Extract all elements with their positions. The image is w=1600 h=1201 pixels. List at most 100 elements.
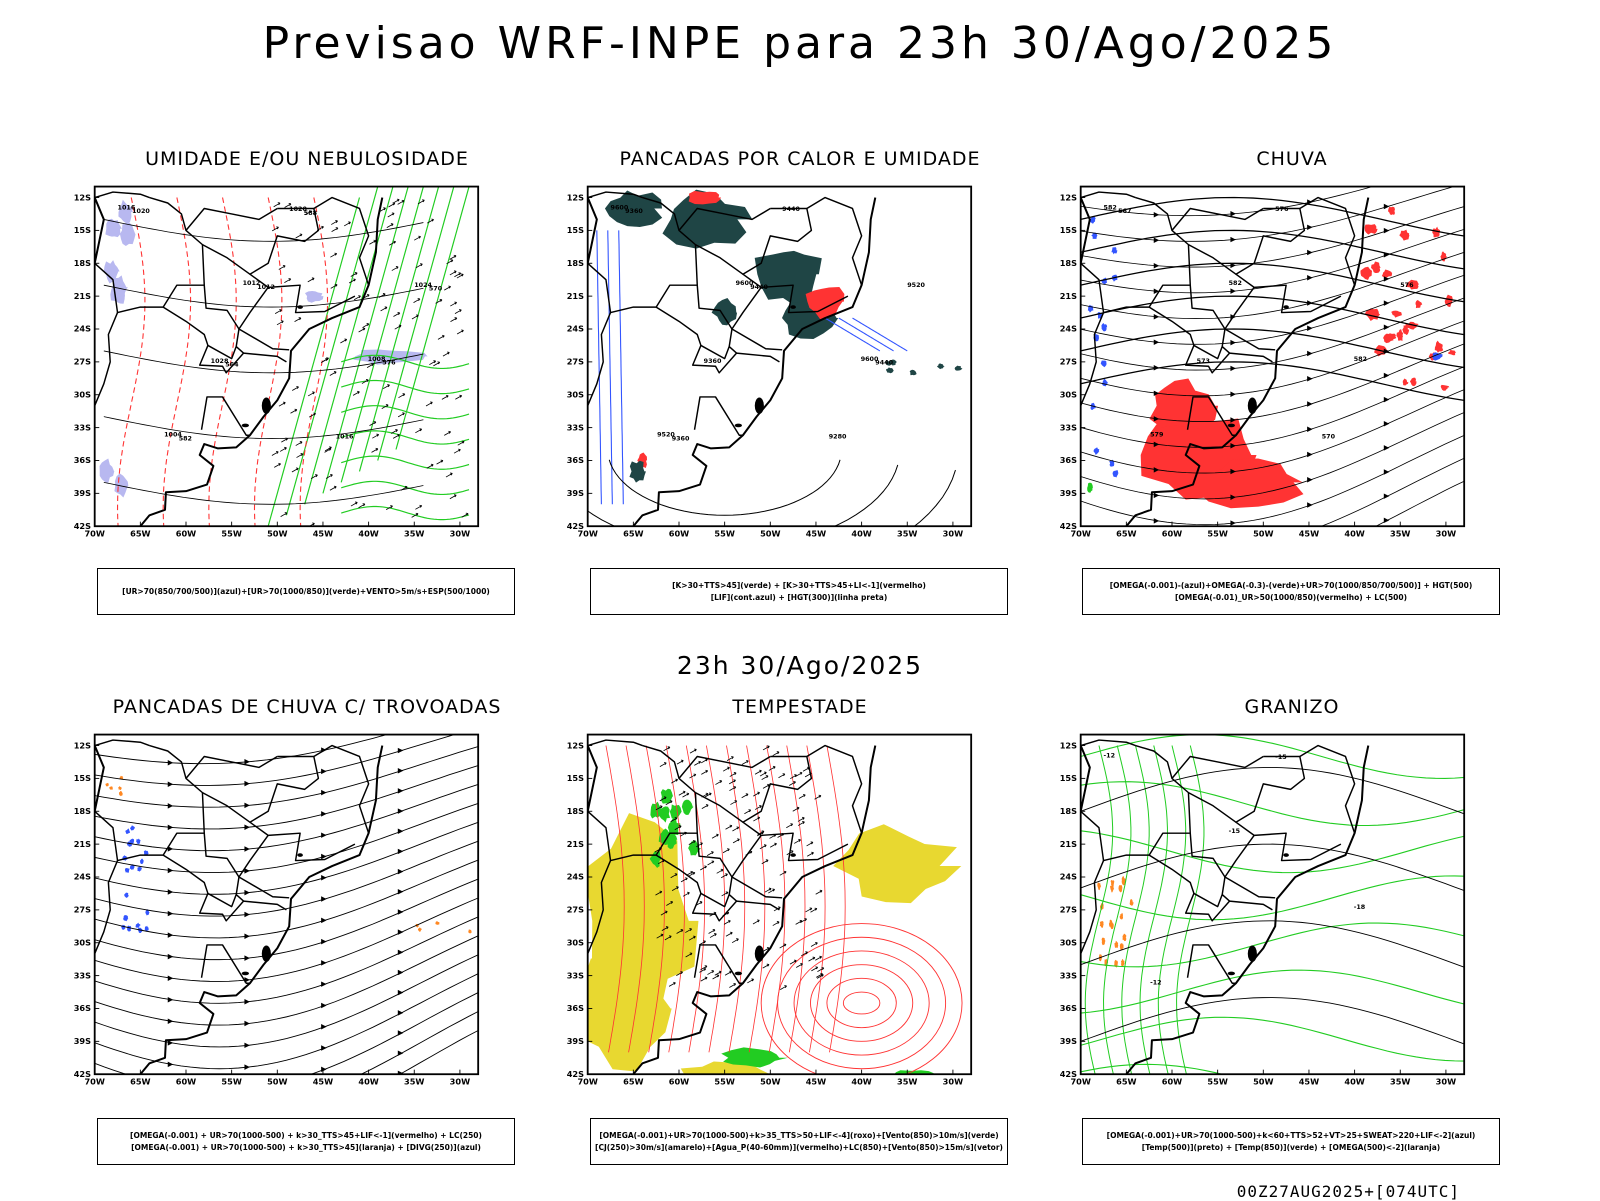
contour-label: 9440 xyxy=(782,205,800,213)
wind-vector xyxy=(729,982,737,988)
border-line xyxy=(742,207,849,314)
wind-vector xyxy=(806,841,814,847)
lat-tick-label: 18S xyxy=(74,806,91,816)
streamline xyxy=(1374,480,1465,527)
lat-tick-label: 30S xyxy=(567,937,584,947)
map-canvas: 1016101210081004102010241028101610201012… xyxy=(74,185,480,538)
strong-wind-area xyxy=(669,804,682,819)
streamline xyxy=(94,916,479,1004)
contour-label: -12 xyxy=(1150,979,1162,987)
contour-label: 9600 xyxy=(736,279,754,287)
humidity-low-level-contour xyxy=(358,186,440,472)
flow-arrow xyxy=(1307,401,1313,407)
wind-vector xyxy=(780,985,787,990)
flow-arrow xyxy=(167,803,174,809)
wind-vector xyxy=(415,428,423,434)
flow-arrow xyxy=(321,875,327,881)
contour-label: 582 xyxy=(1104,203,1117,211)
lon-tick-label: 60W xyxy=(669,528,689,538)
temp-850-contour xyxy=(1080,781,1465,827)
legend-line: [K>30+TTS>45](verde) + [K>30+TTS>45+LI<-… xyxy=(672,580,926,590)
lat-tick-label: 12S xyxy=(1060,740,1077,750)
divergence-area xyxy=(127,841,132,847)
flow-arrow xyxy=(321,832,327,838)
lon-tick-label: 70W xyxy=(1070,1076,1090,1086)
lon-tick-label: 65W xyxy=(1116,528,1136,538)
wind-vector xyxy=(331,220,338,225)
wind-vector xyxy=(441,394,449,400)
wind-vector xyxy=(729,786,737,791)
wind-vector xyxy=(779,870,787,876)
wind-vector xyxy=(716,868,724,874)
lat-tick-label: 12S xyxy=(1060,192,1077,202)
wind-vector xyxy=(676,759,684,765)
rain-area xyxy=(1149,378,1219,430)
flow-arrow xyxy=(321,811,327,817)
wind-vector xyxy=(665,800,673,806)
wind-vector xyxy=(427,218,434,224)
lat-tick-label: 21S xyxy=(1060,291,1077,301)
border-line xyxy=(1235,207,1342,314)
flow-arrow xyxy=(321,1024,327,1030)
wind-vector xyxy=(320,358,328,363)
lifted-index-contour xyxy=(607,230,613,505)
lat-tick-label: 18S xyxy=(1060,806,1077,816)
flow-arrow xyxy=(1383,324,1390,330)
border-line xyxy=(731,286,783,351)
temp-850-contour xyxy=(1080,734,1465,779)
omega-area xyxy=(1100,360,1107,368)
contour-label: 570 xyxy=(429,285,443,293)
streamline-850 xyxy=(665,745,685,1053)
streamline xyxy=(1080,389,1465,474)
country-borders xyxy=(1080,739,1370,1075)
border-line xyxy=(736,352,780,363)
flow-arrow xyxy=(1383,421,1390,427)
border-line xyxy=(695,243,744,275)
map-tempestade: 12S 15S 18S 21S 24S 27S 30S 33S 36S 39S 42S 70W 65W 6… xyxy=(553,721,973,1096)
lat-tick-label: 39S xyxy=(74,1036,91,1046)
lon-tick-label: 45W xyxy=(1299,528,1319,538)
wind-vector xyxy=(290,408,298,414)
lat-tick-label: 21S xyxy=(1060,839,1077,849)
wind-vector xyxy=(688,871,696,877)
flow-arrow xyxy=(244,868,250,874)
temp-850-contour xyxy=(1080,1016,1465,1062)
lake xyxy=(1247,945,1257,962)
wind-vector xyxy=(655,890,663,896)
wind-vector xyxy=(730,800,738,805)
lat-tick-label: 15S xyxy=(567,773,584,783)
wind-vector xyxy=(678,790,686,796)
wind-vector xyxy=(701,804,709,809)
wind-vector xyxy=(676,929,684,934)
legend-granizo: [OMEGA(-0.001)+UR>70(1000-500)+k<60+TTS>… xyxy=(1082,1118,1500,1165)
wind-vector xyxy=(753,816,761,822)
streamline xyxy=(94,973,479,1070)
border-line xyxy=(200,944,250,985)
contour-label: 1004 xyxy=(164,431,182,439)
wind-vector xyxy=(444,430,451,436)
height-contour xyxy=(1080,361,1465,402)
flow-arrow xyxy=(397,909,404,915)
omega-500-area xyxy=(1099,921,1104,929)
map-layers xyxy=(94,734,479,1075)
border-line xyxy=(202,791,251,823)
divergence-area xyxy=(129,825,136,831)
lat-tick-label: 18S xyxy=(567,806,584,816)
lat-tick-label: 36S xyxy=(74,1003,91,1013)
wind-vector xyxy=(689,748,697,754)
lon-tick-label: 40W xyxy=(358,528,378,538)
wind-vector xyxy=(747,978,755,984)
wind-vector xyxy=(685,928,693,933)
rain-area xyxy=(1440,384,1450,391)
wind-vector xyxy=(815,889,823,895)
flow-arrow xyxy=(167,997,174,1003)
rain-area xyxy=(1187,458,1304,509)
thickness-contour xyxy=(162,197,192,527)
lake xyxy=(1283,853,1289,857)
border-line xyxy=(238,834,290,899)
flow-arrow xyxy=(1307,376,1313,382)
border-line xyxy=(1184,893,1231,922)
flow-arrow xyxy=(1383,203,1390,210)
flow-arrow xyxy=(244,933,250,940)
lat-tick-label: 36S xyxy=(74,455,91,465)
